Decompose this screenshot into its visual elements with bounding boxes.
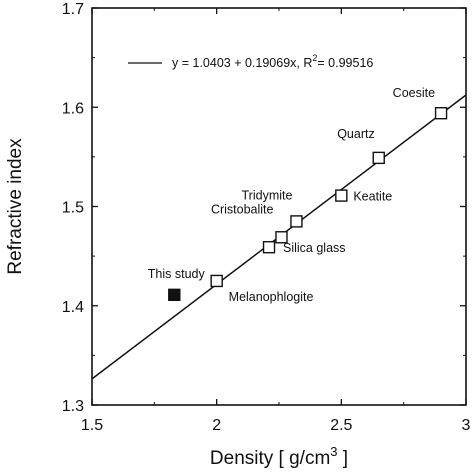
y-tick-label: 1.5 bbox=[62, 200, 84, 217]
point-label-tridymite: Tridymite bbox=[242, 188, 293, 202]
point-label-keatite: Keatite bbox=[353, 190, 392, 204]
legend: y = 1.0403 + 0.19069x, R2= 0.99516 bbox=[128, 53, 373, 70]
point-label-coesite: Coesite bbox=[393, 86, 435, 100]
fit-equation-end: = 0.99516 bbox=[317, 56, 373, 70]
data-point-silica-glass bbox=[262, 240, 276, 254]
point-label-melanophlogite: Melanophlogite bbox=[229, 290, 314, 304]
data-point-cristobalite bbox=[275, 231, 288, 244]
data-point-tridymite bbox=[290, 215, 303, 228]
x-axis-title: Density [ g/cm3 ] bbox=[210, 444, 348, 469]
y-axis-title: Refractive index bbox=[5, 138, 26, 275]
data-points bbox=[168, 107, 448, 302]
point-label-quartz: Quartz bbox=[337, 127, 375, 141]
x-tick-label: 2.5 bbox=[330, 417, 352, 434]
plot-frame bbox=[91, 7, 467, 406]
x-tick-label: 3 bbox=[462, 417, 471, 434]
data-point-quartz bbox=[372, 151, 385, 165]
data-point-coesite bbox=[434, 107, 448, 120]
point-label-this-study: This study bbox=[148, 267, 206, 281]
y-tick-label: 1.6 bbox=[62, 100, 84, 117]
y-tick-label: 1.7 bbox=[62, 1, 84, 18]
data-point-this-study bbox=[168, 288, 181, 302]
point-label-cristobalite: Cristobalite bbox=[211, 202, 274, 216]
x-tick-label: 1.5 bbox=[81, 417, 103, 434]
x-axis-title-main: Density [ g/cm bbox=[210, 448, 330, 469]
point-label-silica-glass: Silica glass bbox=[283, 241, 346, 255]
point-labels: Melanophlogite Silica glass CristobaliteTr… bbox=[148, 86, 435, 304]
axis-ticks: 1.5 2 2.5 3 1.3 1.4 1.5 1.6 1.7 bbox=[62, 1, 471, 434]
legend-fit-equation: y = 1.0403 + 0.19069x, R2= 0.99516 bbox=[172, 53, 373, 70]
fit-equation-main: y = 1.0403 + 0.19069x, R bbox=[172, 56, 312, 70]
x-tick-label: 2 bbox=[212, 417, 221, 434]
data-point-melanophlogite bbox=[210, 274, 223, 288]
x-axis-title-end: ] bbox=[338, 448, 349, 469]
data-point-keatite bbox=[335, 189, 348, 202]
y-tick-label: 1.3 bbox=[62, 398, 84, 415]
y-tick-label: 1.4 bbox=[62, 299, 84, 316]
fit-equation-superscript: 2 bbox=[312, 53, 317, 63]
x-axis-title-superscript: 3 bbox=[330, 444, 337, 459]
